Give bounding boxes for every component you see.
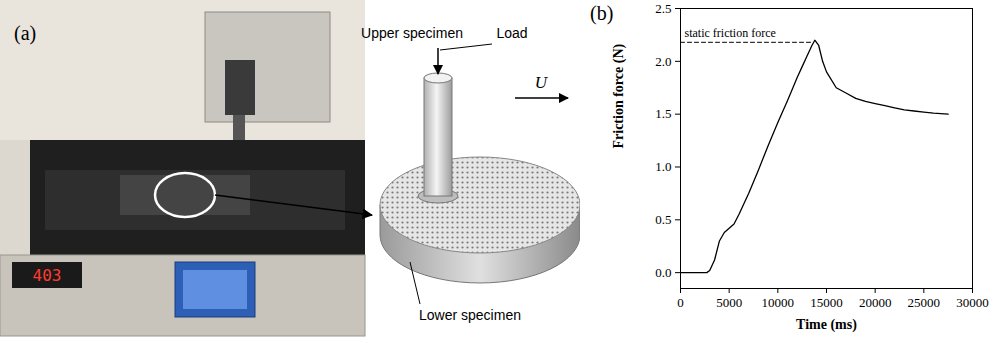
svg-text:1.0: 1.0 xyxy=(655,159,671,174)
svg-text:2.0: 2.0 xyxy=(655,53,671,68)
svg-text:403: 403 xyxy=(33,266,62,285)
svg-text:0: 0 xyxy=(677,295,684,310)
svg-text:15000: 15000 xyxy=(810,295,843,310)
svg-text:U: U xyxy=(535,73,549,92)
svg-text:30000: 30000 xyxy=(956,295,989,310)
svg-text:10000: 10000 xyxy=(762,295,795,310)
svg-text:20000: 20000 xyxy=(859,295,892,310)
svg-text:Friction force (N): Friction force (N) xyxy=(611,43,627,148)
svg-text:Time (ms): Time (ms) xyxy=(796,317,857,333)
svg-text:0.5: 0.5 xyxy=(655,212,671,227)
svg-text:Load: Load xyxy=(496,25,527,41)
svg-text:0.0: 0.0 xyxy=(655,265,671,280)
svg-text:1.5: 1.5 xyxy=(655,106,671,121)
svg-text:static friction force: static friction force xyxy=(685,26,776,40)
svg-text:Lower specimen: Lower specimen xyxy=(419,307,521,323)
svg-text:25000: 25000 xyxy=(908,295,941,310)
html-text:(b): (b) xyxy=(590,2,614,24)
svg-text:Upper specimen: Upper specimen xyxy=(361,25,463,41)
svg-text:2.5: 2.5 xyxy=(655,1,671,16)
svg-text:5000: 5000 xyxy=(716,295,742,310)
svg-text:(a): (a) xyxy=(14,22,36,45)
